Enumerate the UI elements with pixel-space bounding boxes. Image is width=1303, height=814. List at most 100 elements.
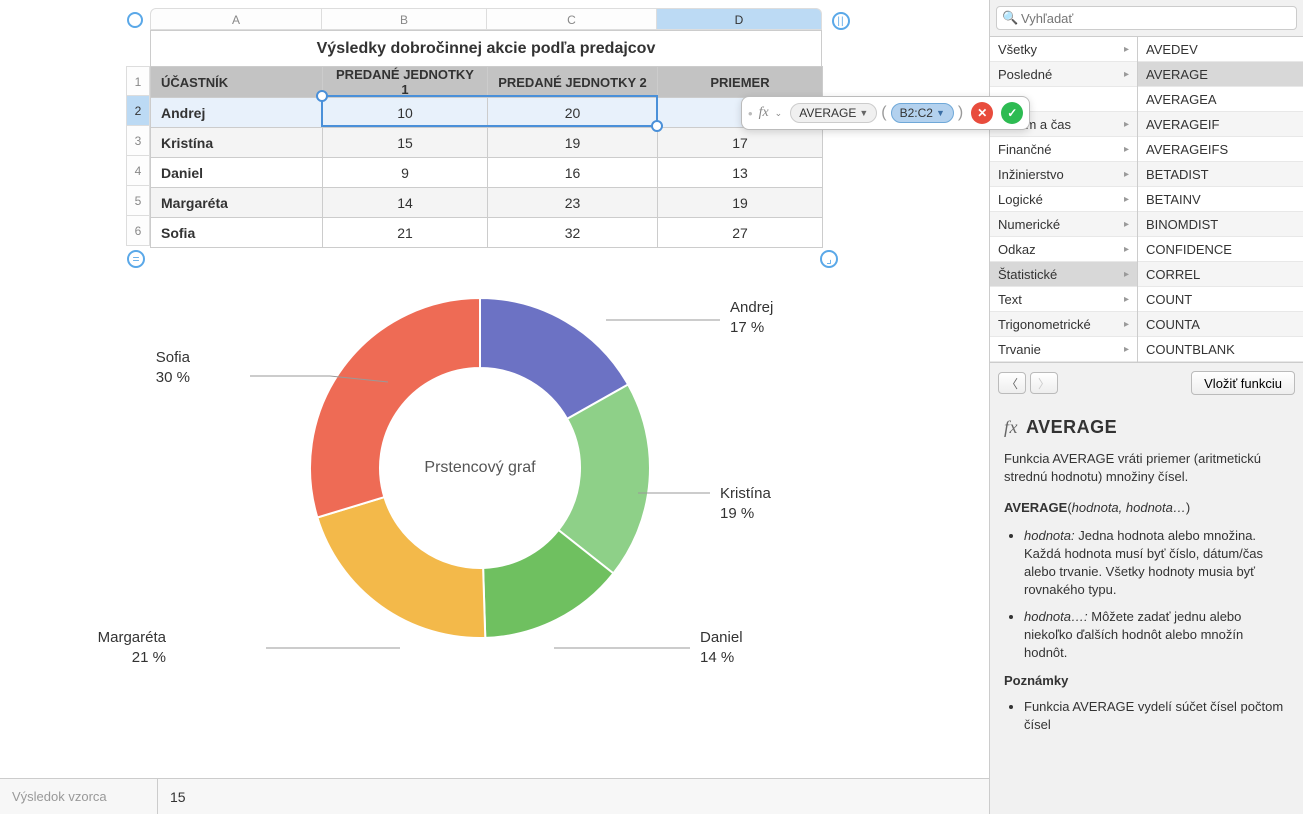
chevron-right-icon: ▸ bbox=[1124, 169, 1129, 180]
table-cell[interactable]: Margaréta bbox=[151, 188, 323, 218]
insert-function-button[interactable]: Vložiť funkciu bbox=[1191, 371, 1295, 395]
accept-button[interactable]: ✓ bbox=[1001, 102, 1023, 124]
function-item[interactable]: COUNTBLANK bbox=[1138, 337, 1303, 362]
chart-slice-label: Margaréta21 % bbox=[98, 628, 166, 667]
table-cell[interactable]: 32 bbox=[488, 218, 658, 248]
table-header-cell[interactable]: ÚČASTNÍK bbox=[151, 67, 323, 98]
row-header-2[interactable]: 2 bbox=[126, 96, 150, 126]
nav-back-button[interactable]: 〈 bbox=[998, 372, 1026, 394]
col-header-C[interactable]: C bbox=[487, 8, 657, 30]
chevron-right-icon: ▸ bbox=[1124, 244, 1129, 255]
paren-close: ) bbox=[958, 104, 963, 122]
table-cell[interactable]: Daniel bbox=[151, 158, 323, 188]
data-table[interactable]: ÚČASTNÍKPREDANÉ JEDNOTKY 1PREDANÉ JEDNOT… bbox=[150, 66, 823, 248]
table-cell[interactable]: 14 bbox=[323, 188, 488, 218]
table-cell[interactable]: Kristína bbox=[151, 128, 323, 158]
chevron-right-icon: ▸ bbox=[1124, 119, 1129, 130]
category-item[interactable]: Štatistické▸ bbox=[990, 262, 1137, 287]
table-cell[interactable]: 9 bbox=[323, 158, 488, 188]
table-cell[interactable]: 13 bbox=[658, 158, 823, 188]
chevron-right-icon: ▸ bbox=[1124, 269, 1129, 280]
reference-dropdown-icon[interactable]: ▼ bbox=[936, 108, 945, 118]
table-corner-handle[interactable] bbox=[127, 12, 143, 28]
row-header-1[interactable]: 1 bbox=[126, 66, 150, 96]
table-row[interactable]: Daniel91613 bbox=[151, 158, 823, 188]
category-item[interactable]: Trigonometrické▸ bbox=[990, 312, 1137, 337]
col-header-D[interactable]: D bbox=[657, 8, 822, 30]
table-cell[interactable]: 20 bbox=[488, 98, 658, 128]
table-cell[interactable]: 19 bbox=[488, 128, 658, 158]
table-cell[interactable]: 16 bbox=[488, 158, 658, 188]
search-input[interactable] bbox=[996, 6, 1297, 30]
category-item[interactable]: Inžinierstvo▸ bbox=[990, 162, 1137, 187]
table-title[interactable]: Výsledky dobročinnej akcie podľa predajc… bbox=[150, 30, 822, 66]
category-item[interactable]: Odkaz▸ bbox=[990, 237, 1137, 262]
function-item[interactable]: BINOMDIST bbox=[1138, 212, 1303, 237]
category-item[interactable]: Logické▸ bbox=[990, 187, 1137, 212]
row-header-6[interactable]: 6 bbox=[126, 216, 150, 246]
col-header-B[interactable]: B bbox=[322, 8, 487, 30]
function-dropdown-icon[interactable]: ▼ bbox=[859, 108, 868, 118]
function-item[interactable]: COUNTA bbox=[1138, 312, 1303, 337]
cancel-button[interactable]: ✕ bbox=[971, 102, 993, 124]
function-item[interactable]: AVERAGEIF bbox=[1138, 112, 1303, 137]
table-header-cell[interactable]: PRIEMER bbox=[658, 67, 823, 98]
reference-token[interactable]: B2:C2 ▼ bbox=[891, 103, 954, 123]
table-header-cell[interactable]: PREDANÉ JEDNOTKY 1 bbox=[323, 67, 488, 98]
function-item[interactable]: AVEDEV bbox=[1138, 37, 1303, 62]
chart-slice-label: Kristína19 % bbox=[720, 484, 771, 523]
table-cell[interactable]: 15 bbox=[323, 128, 488, 158]
table-row[interactable]: Andrej1020 bbox=[151, 98, 823, 128]
table-resize-handle[interactable]: ⌟ bbox=[820, 250, 838, 268]
function-item[interactable]: AVERAGE bbox=[1138, 62, 1303, 87]
row-add-handle[interactable]: = bbox=[127, 250, 145, 268]
category-item[interactable]: Posledné▸ bbox=[990, 62, 1137, 87]
function-item[interactable]: BETAINV bbox=[1138, 187, 1303, 212]
category-item[interactable]: Numerické▸ bbox=[990, 212, 1137, 237]
table-cell[interactable]: Andrej bbox=[151, 98, 323, 128]
table-row[interactable]: Margaréta142319 bbox=[151, 188, 823, 218]
function-item[interactable]: CORREL bbox=[1138, 262, 1303, 287]
table-cell[interactable]: 21 bbox=[323, 218, 488, 248]
function-item[interactable]: AVERAGEIFS bbox=[1138, 137, 1303, 162]
notes-heading: Poznámky bbox=[1004, 672, 1289, 690]
row-header-5[interactable]: 5 bbox=[126, 186, 150, 216]
table-cell[interactable]: Sofia bbox=[151, 218, 323, 248]
table-header-cell[interactable]: PREDANÉ JEDNOTKY 2 bbox=[488, 67, 658, 98]
function-item[interactable]: BETADIST bbox=[1138, 162, 1303, 187]
col-header-A[interactable]: A bbox=[150, 8, 322, 30]
table-cell[interactable]: 27 bbox=[658, 218, 823, 248]
category-item[interactable]: Finančné▸ bbox=[990, 137, 1137, 162]
table-cell[interactable]: 17 bbox=[658, 128, 823, 158]
category-item[interactable]: Všetky▸ bbox=[990, 37, 1137, 62]
function-list[interactable]: AVEDEVAVERAGEAVERAGEAAVERAGEIFAVERAGEIFS… bbox=[1138, 37, 1303, 362]
fx-icon[interactable]: fx bbox=[757, 105, 771, 121]
function-item[interactable]: COUNT bbox=[1138, 287, 1303, 312]
help-description: Funkcia AVERAGE vráti priemer (aritmetic… bbox=[1004, 450, 1289, 486]
row-header-3[interactable]: 3 bbox=[126, 126, 150, 156]
table-cell[interactable]: 10 bbox=[323, 98, 488, 128]
category-list[interactable]: Všetky▸Posledné▸Dátum a čas▸Finančné▸Inž… bbox=[990, 37, 1138, 362]
row-headers: 123456 bbox=[126, 66, 150, 248]
donut-slice[interactable] bbox=[310, 298, 480, 518]
donut-slice[interactable] bbox=[317, 497, 485, 638]
chevron-right-icon: ▸ bbox=[1124, 294, 1129, 305]
function-lists: Všetky▸Posledné▸Dátum a čas▸Finančné▸Inž… bbox=[990, 36, 1303, 363]
donut-chart[interactable]: Prstencový graf Andrej17 %Kristína19 %Da… bbox=[0, 268, 989, 698]
fx-dropdown-icon[interactable]: ⌄ bbox=[775, 108, 783, 119]
formula-editor[interactable]: • fx ⌄ AVERAGE ▼ ( B2:C2 ▼ ) ✕ ✓ bbox=[741, 96, 1030, 130]
chevron-right-icon: ▸ bbox=[1124, 194, 1129, 205]
row-header-4[interactable]: 4 bbox=[126, 156, 150, 186]
function-item[interactable]: CONFIDENCE bbox=[1138, 237, 1303, 262]
category-item[interactable]: Trvanie▸ bbox=[990, 337, 1137, 362]
table-cell[interactable]: 23 bbox=[488, 188, 658, 218]
category-item[interactable]: Text▸ bbox=[990, 287, 1137, 312]
table-cell[interactable]: 19 bbox=[658, 188, 823, 218]
table-row[interactable]: Kristína151917 bbox=[151, 128, 823, 158]
table-row[interactable]: Sofia213227 bbox=[151, 218, 823, 248]
function-item[interactable]: AVERAGEA bbox=[1138, 87, 1303, 112]
nav-forward-button[interactable]: 〉 bbox=[1030, 372, 1058, 394]
function-token[interactable]: AVERAGE ▼ bbox=[790, 103, 877, 123]
chevron-right-icon: ▸ bbox=[1124, 69, 1129, 80]
param2-name: hodnota…: bbox=[1024, 609, 1088, 624]
